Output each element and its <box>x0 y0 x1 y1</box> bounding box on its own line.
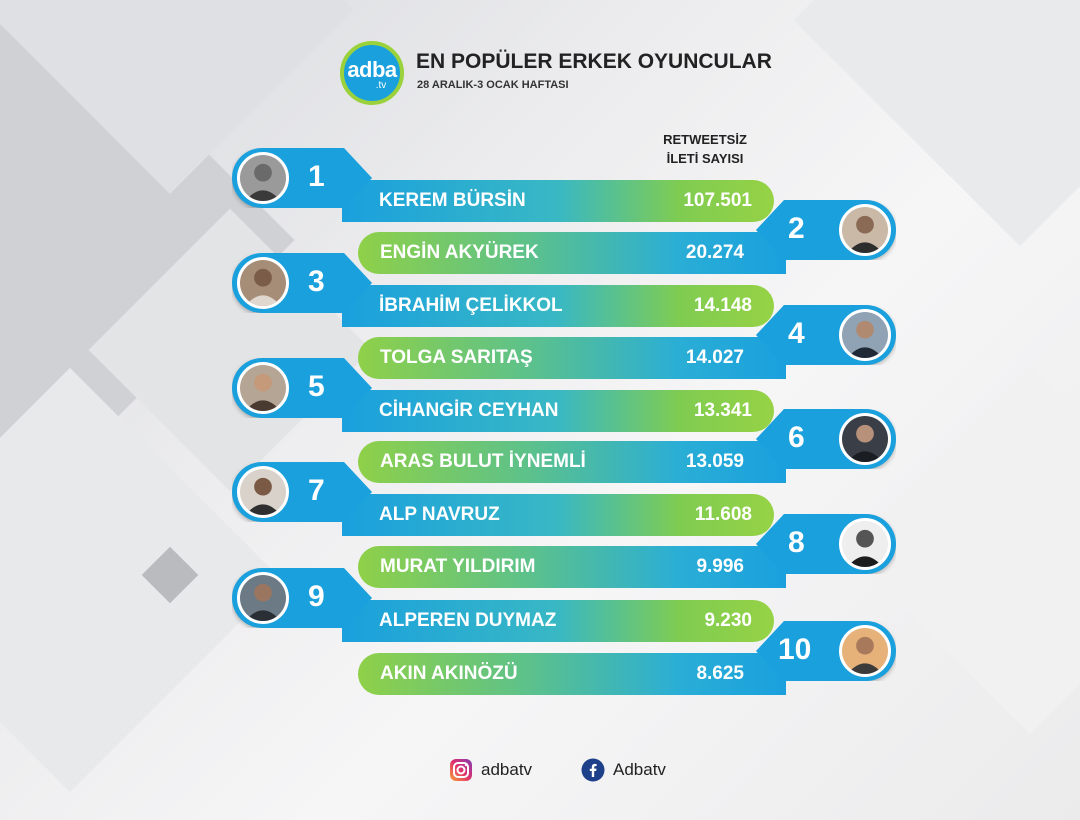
rank-number: 5 <box>308 370 325 403</box>
actor-photo <box>237 466 289 518</box>
facebook-icon <box>581 758 605 782</box>
actor-name: ARAS BULUT İYNEMLİ <box>380 451 586 472</box>
actor-photo <box>237 362 289 414</box>
facebook-handle: Adbatv <box>613 760 666 779</box>
rank-number: 8 <box>788 526 805 559</box>
logo-suffix: .tv <box>375 80 387 91</box>
rank-number: 6 <box>788 421 805 454</box>
rank-badge-10: 10 <box>756 621 896 681</box>
ranking-row-7: ALP NAVRUZ 11.608 <box>342 494 774 536</box>
rank-badge-3: 3 <box>232 253 372 313</box>
rank-number: 9 <box>308 580 325 613</box>
actor-name: KEREM BÜRSİN <box>379 190 526 211</box>
retweet-count: 11.608 <box>694 504 752 525</box>
ranking-row-5: CİHANGİR CEYHAN 13.341 <box>342 390 774 432</box>
rank-badge-7: 7 <box>232 462 372 522</box>
actor-photo <box>839 413 891 465</box>
rank-badge-4: 4 <box>756 305 896 365</box>
ranking-row-2: ENGİN AKYÜREK 20.274 <box>358 232 786 274</box>
retweet-count: 13.059 <box>685 451 744 472</box>
actor-name: TOLGA SARITAŞ <box>380 347 533 368</box>
retweet-count: 14.148 <box>693 295 752 316</box>
adba-logo: adba .tv <box>340 41 404 105</box>
actor-name: MURAT YILDIRIM <box>380 556 536 577</box>
rank-number: 3 <box>308 265 325 298</box>
column-header-line1: RETWEETSİZ <box>663 132 747 147</box>
ranking-row-9: ALPEREN DUYMAZ 9.230 <box>342 600 774 642</box>
actor-photo <box>839 518 891 570</box>
rank-badge-9: 9 <box>232 568 372 628</box>
actor-photo <box>839 204 891 256</box>
rank-badge-6: 6 <box>756 409 896 469</box>
ranking-row-8: MURAT YILDIRIM 9.996 <box>358 546 786 588</box>
actor-name: İBRAHİM ÇELİKKOL <box>379 295 563 316</box>
rank-badge-2: 2 <box>756 200 896 260</box>
actor-photo <box>839 309 891 361</box>
page-subtitle: 28 ARALIK-3 OCAK HAFTASI <box>417 79 569 91</box>
facebook-link[interactable]: Adbatv <box>581 758 666 782</box>
actor-photo <box>237 572 289 624</box>
logo-text: adba <box>347 57 397 82</box>
actor-name: AKIN AKINÖZÜ <box>380 663 518 684</box>
retweet-count: 8.625 <box>696 663 744 684</box>
instagram-handle: adbatv <box>481 760 533 779</box>
instagram-link[interactable]: adbatv <box>449 758 532 782</box>
rank-number: 7 <box>308 474 325 507</box>
retweet-count: 13.341 <box>693 400 752 421</box>
actor-photo <box>237 152 289 204</box>
rank-badge-1: 1 <box>232 148 372 208</box>
retweet-count: 9.996 <box>696 556 744 577</box>
ranking-row-10: AKIN AKINÖZÜ 8.625 <box>358 653 786 695</box>
ranking-row-3: İBRAHİM ÇELİKKOL 14.148 <box>342 285 774 327</box>
column-header-line2: İLETİ SAYISI <box>666 151 744 166</box>
rank-badge-8: 8 <box>756 514 896 574</box>
actor-name: ALPEREN DUYMAZ <box>379 610 557 631</box>
rank-number: 4 <box>788 317 805 350</box>
actor-name: ALP NAVRUZ <box>379 504 500 525</box>
actor-name: ENGİN AKYÜREK <box>380 242 539 263</box>
column-header: RETWEETSİZ İLETİ SAYISI <box>650 130 760 168</box>
rank-number: 10 <box>778 633 812 666</box>
page-title: EN POPÜLER ERKEK OYUNCULAR <box>416 50 772 73</box>
retweet-count: 9.230 <box>704 610 752 631</box>
rank-badge-5: 5 <box>232 358 372 418</box>
actor-photo <box>839 625 891 677</box>
ranking-row-6: ARAS BULUT İYNEMLİ 13.059 <box>358 441 786 483</box>
retweet-count: 107.501 <box>683 190 752 211</box>
rank-number: 1 <box>308 160 325 193</box>
rank-number: 2 <box>788 212 805 245</box>
retweet-count: 14.027 <box>685 347 744 368</box>
actor-name: CİHANGİR CEYHAN <box>379 400 559 421</box>
retweet-count: 20.274 <box>685 242 744 263</box>
actor-photo <box>237 257 289 309</box>
instagram-icon <box>450 759 472 781</box>
ranking-row-1: KEREM BÜRSİN 107.501 <box>342 180 774 222</box>
ranking-row-4: TOLGA SARITAŞ 14.027 <box>358 337 786 379</box>
